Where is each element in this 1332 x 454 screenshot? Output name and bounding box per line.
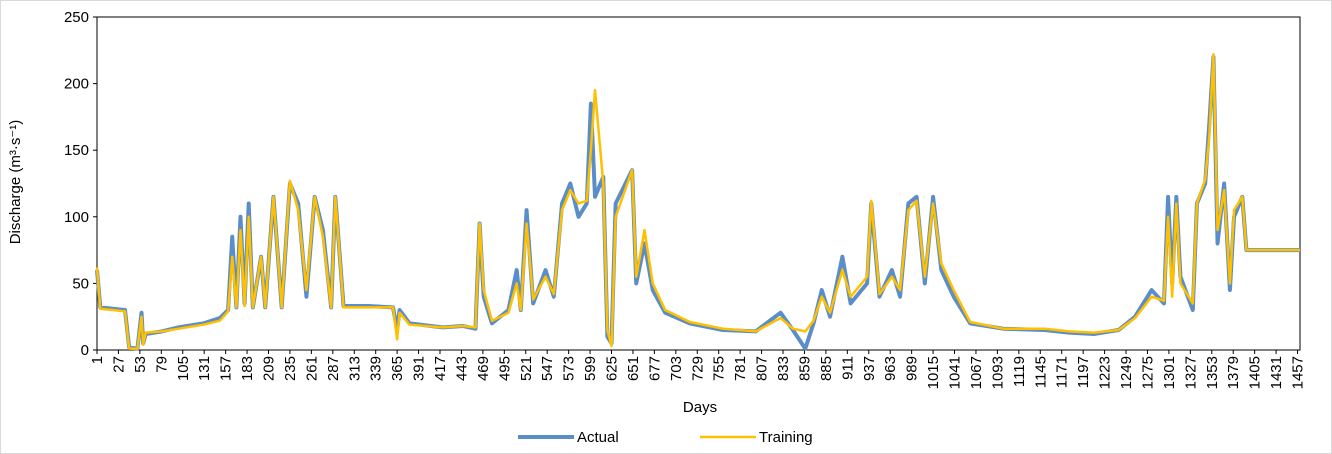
x-tick-label: 1197 [1075, 356, 1092, 388]
x-tick-label: 157 [218, 356, 235, 381]
x-tick-label: 703 [668, 356, 685, 381]
x-tick-label: 1171 [1054, 356, 1071, 388]
x-tick-label: 1379 [1225, 356, 1242, 389]
x-tick-label: 781 [732, 356, 749, 381]
x-tick-label: 547 [539, 356, 556, 381]
x-tick-label: 859 [796, 356, 813, 381]
y-axis-label: Discharge (m³·s⁻¹) [7, 120, 24, 245]
legend-label: Training [759, 429, 813, 446]
x-tick-label: 183 [239, 356, 256, 381]
y-tick-label: 0 [81, 342, 89, 359]
x-tick-label: 365 [389, 356, 406, 381]
x-tick-label: 1067 [968, 356, 985, 389]
x-tick-label: 391 [411, 356, 428, 381]
x-tick-label: 339 [368, 356, 385, 381]
y-tick-label: 50 [72, 275, 89, 292]
x-tick-label: 27 [110, 356, 127, 373]
x-tick-label: 261 [303, 356, 320, 381]
x-tick-label: 1301 [1161, 356, 1178, 389]
series-line [95, 53, 1300, 350]
x-tick-label: 885 [818, 356, 835, 381]
x-tick-label: 209 [261, 356, 278, 381]
x-tick-label: 937 [861, 356, 878, 381]
x-tick-label: 1249 [1118, 356, 1135, 389]
x-tick-label: 1405 [1247, 356, 1264, 389]
x-tick-label: 1353 [1204, 356, 1221, 389]
x-tick-label: 235 [282, 356, 299, 381]
x-tick-label: 469 [475, 356, 492, 381]
x-tick-label: 833 [775, 356, 792, 381]
x-tick-label: 131 [196, 356, 213, 381]
x-tick-label: 651 [625, 356, 642, 381]
y-tick-label: 250 [64, 9, 89, 26]
x-tick-label: 573 [561, 356, 578, 381]
x-tick-label: 729 [689, 356, 706, 381]
x-tick-label: 1275 [1139, 356, 1156, 389]
x-tick-label: 79 [153, 356, 170, 373]
legend-label: Actual [577, 429, 619, 446]
plot-frame [96, 16, 1301, 351]
x-tick-label: 911 [839, 356, 856, 380]
y-tick-label: 150 [64, 142, 89, 159]
x-tick-label: 417 [432, 356, 449, 381]
y-tick-label: 100 [64, 209, 89, 226]
x-tick-label: 313 [346, 356, 363, 381]
x-tick-label: 989 [904, 356, 921, 381]
x-tick-label: 1093 [989, 356, 1006, 389]
x-tick-label: 521 [518, 356, 535, 381]
x-tick-label: 755 [711, 356, 728, 381]
x-tick-label: 1457 [1290, 356, 1307, 389]
x-tick-label: 1431 [1268, 356, 1285, 389]
x-tick-label: 1223 [1097, 356, 1114, 389]
x-axis-label: Days [683, 399, 717, 416]
x-tick-label: 599 [582, 356, 599, 381]
x-tick-label: 287 [325, 356, 342, 381]
x-tick-label: 625 [604, 356, 621, 381]
y-tick-label: 200 [64, 76, 89, 93]
x-tick-label: 677 [646, 356, 663, 381]
x-tick-label: 807 [754, 356, 771, 381]
x-tick-label: 1327 [1182, 356, 1199, 389]
x-tick-label: 443 [453, 356, 470, 381]
x-tick-label: 1 [89, 356, 106, 364]
x-tick-label: 1041 [947, 356, 964, 389]
x-tick-label: 1119 [1011, 356, 1028, 387]
x-tick-label: 105 [175, 356, 192, 381]
x-tick-label: 53 [132, 356, 149, 373]
x-tick-label: 495 [496, 356, 513, 381]
x-tick-label: 1015 [925, 356, 942, 389]
x-tick-label: 1145 [1032, 356, 1049, 388]
x-tick-label: 963 [882, 356, 899, 381]
